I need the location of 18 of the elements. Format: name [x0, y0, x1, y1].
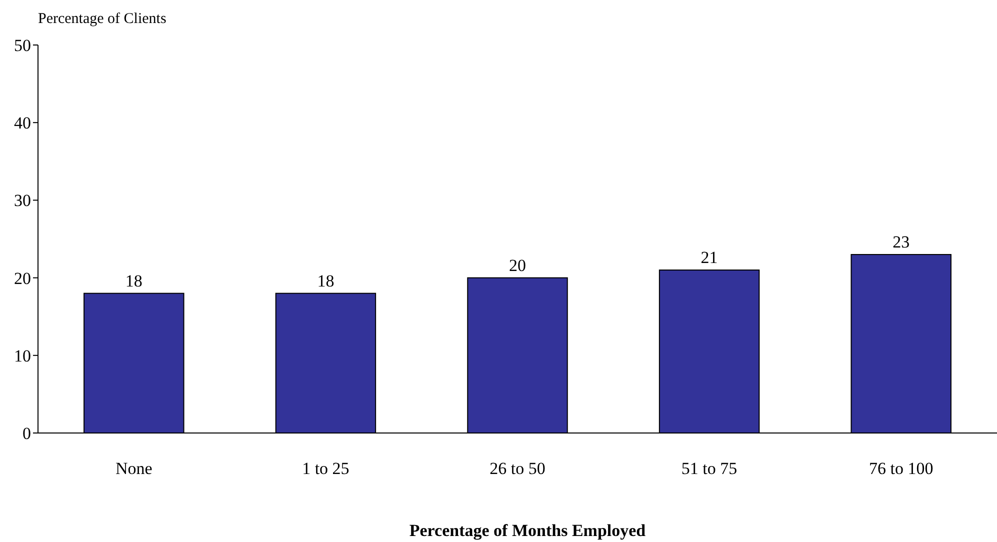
data-label: 23	[892, 232, 910, 252]
y-tick-label: 40	[14, 114, 31, 133]
y-tick-label: 10	[14, 346, 31, 366]
y-tick-label: 20	[14, 268, 31, 288]
x-tick-label: 76 to 100	[868, 459, 934, 478]
x-tick-label: 51 to 75	[681, 459, 738, 478]
data-label: 18	[317, 271, 334, 290]
x-axis-title: Percentage of Months Employed	[409, 521, 646, 540]
y-tick-label: 30	[14, 191, 31, 210]
x-tick-label: None	[115, 459, 152, 478]
data-label: 18	[125, 271, 142, 290]
y-axis-title: Percentage of Clients	[38, 11, 166, 27]
data-label: 21	[700, 248, 718, 268]
x-tick-label: 1 to 25	[302, 459, 350, 478]
x-tick-label: 26 to 50	[490, 459, 546, 478]
data-label: 20	[509, 256, 526, 275]
y-tick-label: 50	[14, 36, 31, 55]
y-tick-label: 0	[22, 424, 31, 443]
